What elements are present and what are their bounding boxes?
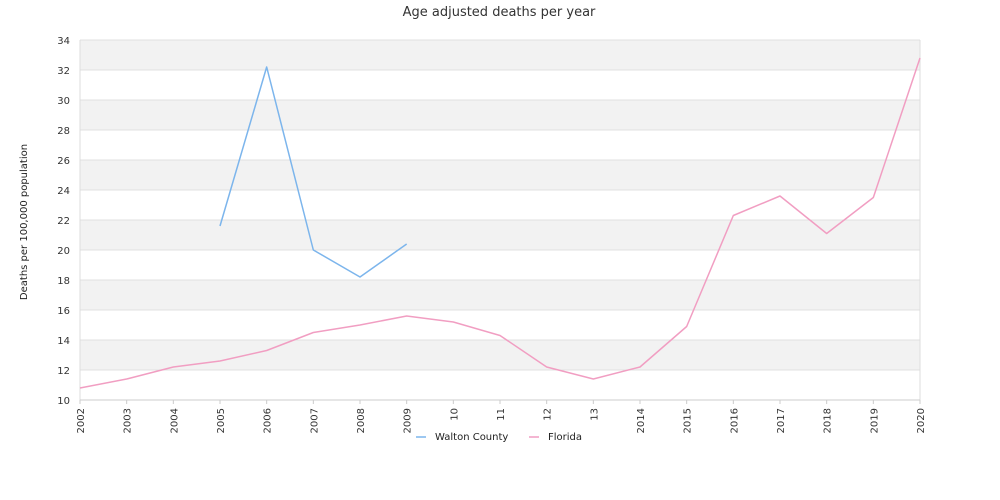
x-tick-label: 2019: [869, 408, 880, 433]
grid-band: [80, 100, 920, 130]
x-tick-label: 2009: [403, 408, 414, 433]
y-tick-label: 12: [57, 366, 70, 377]
x-tick-label: 2005: [216, 408, 227, 433]
y-tick-label: 24: [57, 186, 70, 197]
chart-title: Age adjusted deaths per year: [403, 5, 596, 20]
series-line-walton-county: [219, 66, 408, 278]
grid-band: [80, 280, 920, 310]
x-tick-label: 2004: [169, 408, 180, 433]
grid-band: [80, 220, 920, 250]
x-axis-ticks: 2002 2003 2004 2005 2006 2007 2008 2009 10 11 12 13…: [76, 400, 927, 433]
y-axis-ticks: 10 12 14 16 18 20 22 24 26 28 30 32 34: [57, 36, 70, 407]
x-tick-label: 10: [449, 408, 460, 421]
grid-band: [80, 130, 920, 160]
x-tick-label: 2007: [309, 408, 320, 433]
y-tick-label: 10: [57, 396, 70, 407]
y-tick-label: 34: [57, 36, 70, 47]
y-tick-label: 18: [57, 276, 70, 287]
x-tick-label: 2014: [636, 408, 647, 433]
series-line-florida: [79, 57, 921, 389]
y-tick-label: 16: [57, 306, 70, 317]
grid-lines: [79, 39, 921, 401]
legend-label: Walton County: [435, 432, 508, 443]
y-axis-label: Deaths per 100,000 population: [19, 144, 30, 300]
x-tick-label: 12: [543, 408, 554, 421]
x-tick-label: 2016: [729, 408, 740, 433]
x-tick-label: 2017: [776, 408, 787, 433]
y-tick-label: 22: [57, 216, 70, 227]
grid-bands: [80, 40, 920, 400]
grid-band: [80, 40, 920, 70]
legend-label: Florida: [548, 432, 582, 443]
legend: Walton County Florida: [416, 432, 582, 443]
y-tick-label: 28: [57, 126, 70, 137]
y-tick-label: 14: [57, 336, 70, 347]
x-tick-label: 2002: [76, 408, 87, 433]
x-tick-label: 2020: [916, 408, 927, 433]
x-tick-label: 2006: [263, 408, 274, 433]
grid-band: [80, 160, 920, 190]
y-tick-label: 32: [57, 66, 70, 77]
y-tick-label: 20: [57, 246, 70, 257]
x-tick-label: 2003: [123, 408, 134, 433]
grid-band: [80, 340, 920, 370]
grid-band: [80, 370, 920, 400]
x-tick-label: 11: [496, 408, 507, 421]
x-tick-label: 2018: [823, 408, 834, 433]
x-tick-label: 2015: [683, 408, 694, 433]
y-tick-label: 30: [57, 96, 70, 107]
grid-band: [80, 250, 920, 280]
x-tick-label: 2008: [356, 408, 367, 433]
y-tick-label: 26: [57, 156, 70, 167]
x-tick-label: 13: [589, 408, 600, 421]
grid-band: [80, 70, 920, 100]
grid-band: [80, 190, 920, 220]
series-lines: [79, 57, 921, 389]
